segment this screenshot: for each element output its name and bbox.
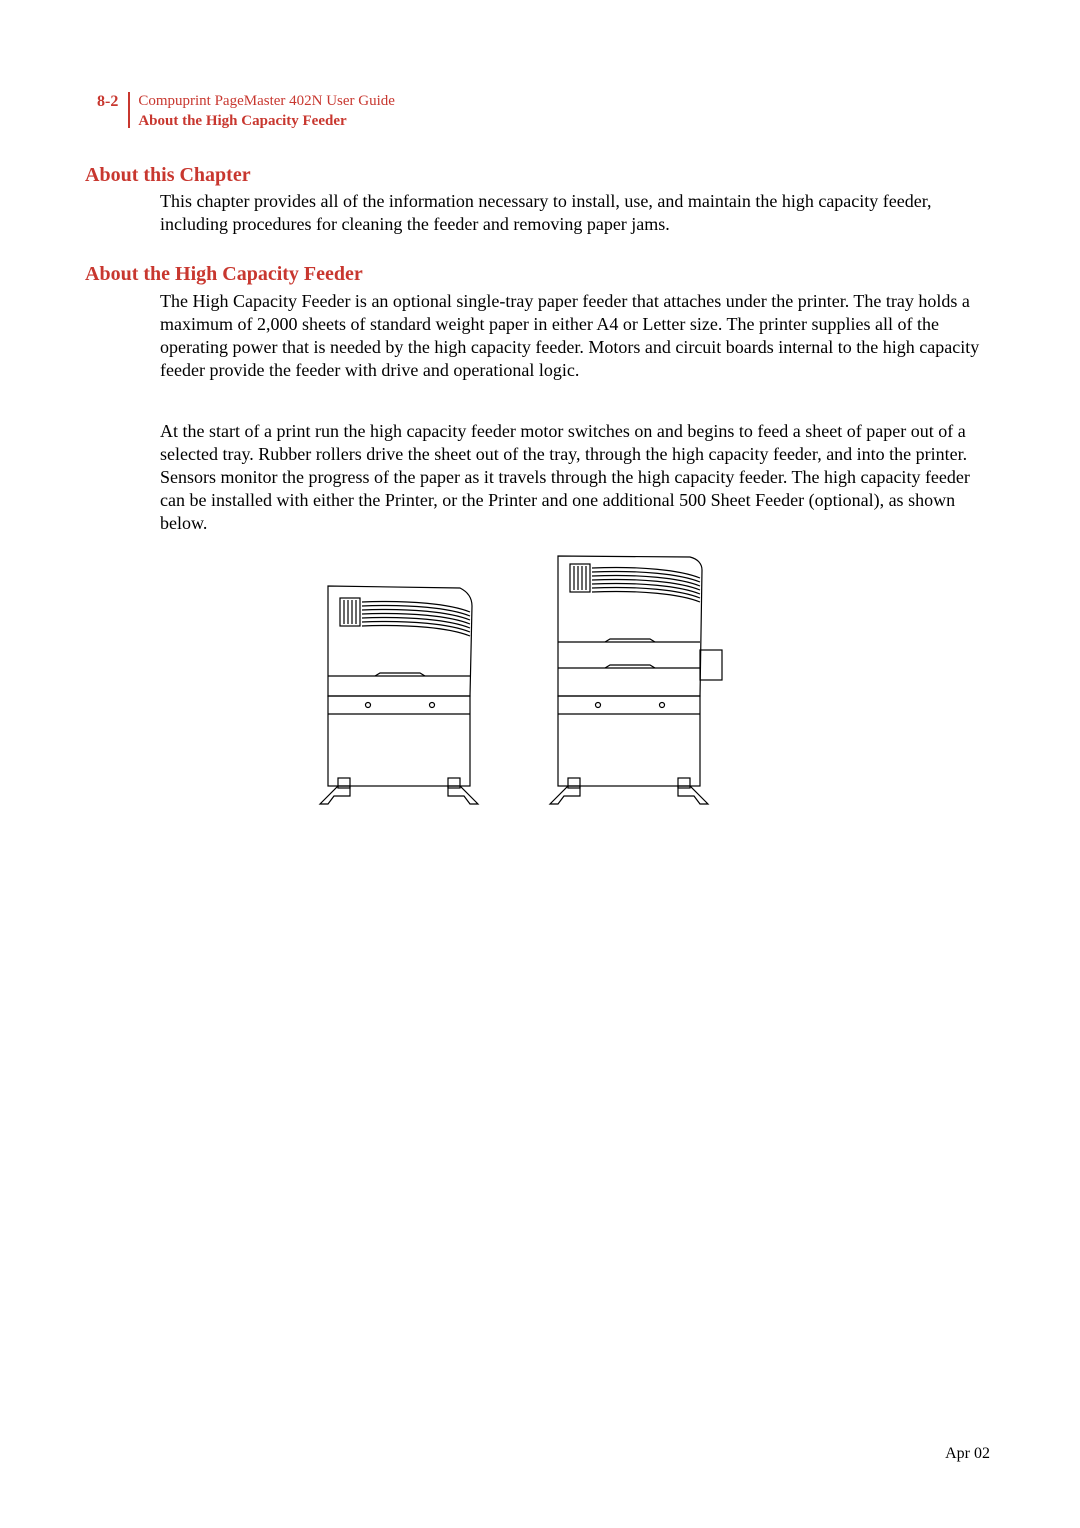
- header-guide-title: Compuprint PageMaster 402N User Guide: [138, 92, 395, 112]
- paragraph-feeder-2: At the start of a print run the high cap…: [160, 420, 990, 535]
- header-separator: [128, 92, 130, 128]
- printer-diagram: [300, 550, 780, 830]
- footer-date: Apr 02: [945, 1445, 990, 1463]
- page-header: 8-2 Compuprint PageMaster 402N User Guid…: [97, 92, 395, 131]
- header-section-title: About the High Capacity Feeder: [138, 112, 395, 132]
- header-text-block: Compuprint PageMaster 402N User Guide Ab…: [138, 92, 395, 131]
- page-number: 8-2: [97, 92, 128, 113]
- heading-about-feeder: About the High Capacity Feeder: [85, 263, 363, 286]
- paragraph-about-chapter: This chapter provides all of the informa…: [160, 190, 990, 236]
- heading-about-chapter: About this Chapter: [85, 164, 251, 187]
- paragraph-feeder-1: The High Capacity Feeder is an optional …: [160, 290, 990, 382]
